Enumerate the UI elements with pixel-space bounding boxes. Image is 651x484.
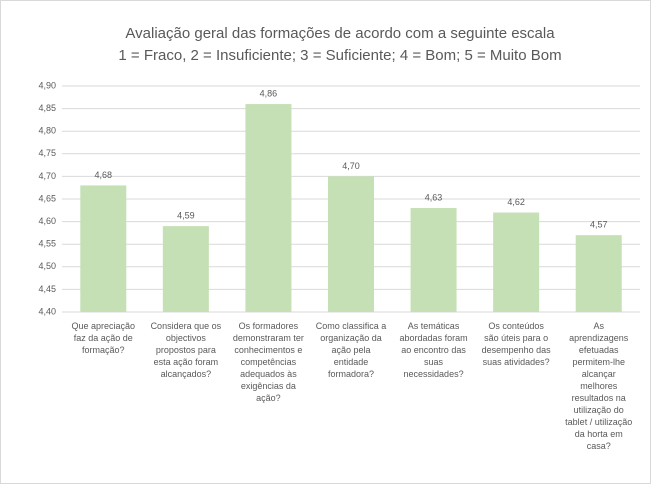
data-label: 4,86	[260, 88, 278, 98]
x-tick-label: Os formadores demonstraram ter conhecime…	[232, 321, 304, 403]
bar	[245, 104, 292, 312]
y-tick-label: 4,50	[38, 261, 56, 271]
y-tick-label: 4,80	[38, 126, 56, 136]
x-tick-label: As temáticas abordadas foram ao encontro…	[399, 321, 468, 379]
data-label: 4,63	[425, 192, 443, 202]
data-label: 4,59	[177, 210, 195, 220]
y-tick-label: 4,65	[38, 193, 56, 203]
y-tick-label: 4,55	[38, 239, 56, 249]
y-tick-label: 4,75	[38, 148, 56, 158]
bar	[328, 176, 374, 312]
x-tick-label: Considera que os objectivos propostos pa…	[150, 321, 222, 379]
y-tick-label: 4,40	[38, 306, 56, 316]
y-tick-label: 4,85	[38, 103, 56, 113]
bar	[410, 208, 457, 312]
x-tick-label: Que apreciação faz da ação de formação?	[71, 321, 136, 355]
x-tick-label: Os conteúdos são úteis para o desempenho…	[481, 321, 551, 367]
data-label: 4,57	[590, 220, 608, 230]
data-label: 4,62	[507, 197, 525, 207]
x-tick-label: Como classifica a organização da ação pe…	[315, 321, 387, 379]
chart-subtitle: 1 = Fraco, 2 = Insuficiente; 3 = Suficie…	[118, 47, 561, 64]
data-label: 4,70	[342, 161, 360, 171]
bar	[80, 185, 127, 312]
bar	[493, 212, 540, 312]
x-tick-label: As aprendizagens efetuadas permitem-lhe …	[565, 321, 633, 451]
y-tick-label: 4,60	[38, 216, 56, 226]
data-label: 4,68	[95, 170, 113, 180]
bar	[162, 226, 209, 312]
y-tick-label: 4,90	[38, 80, 56, 90]
y-tick-label: 4,70	[38, 171, 56, 181]
y-tick-label: 4,45	[38, 284, 56, 294]
bar	[575, 235, 622, 312]
chart-title: Avaliação geral das formações de acordo …	[125, 25, 555, 42]
